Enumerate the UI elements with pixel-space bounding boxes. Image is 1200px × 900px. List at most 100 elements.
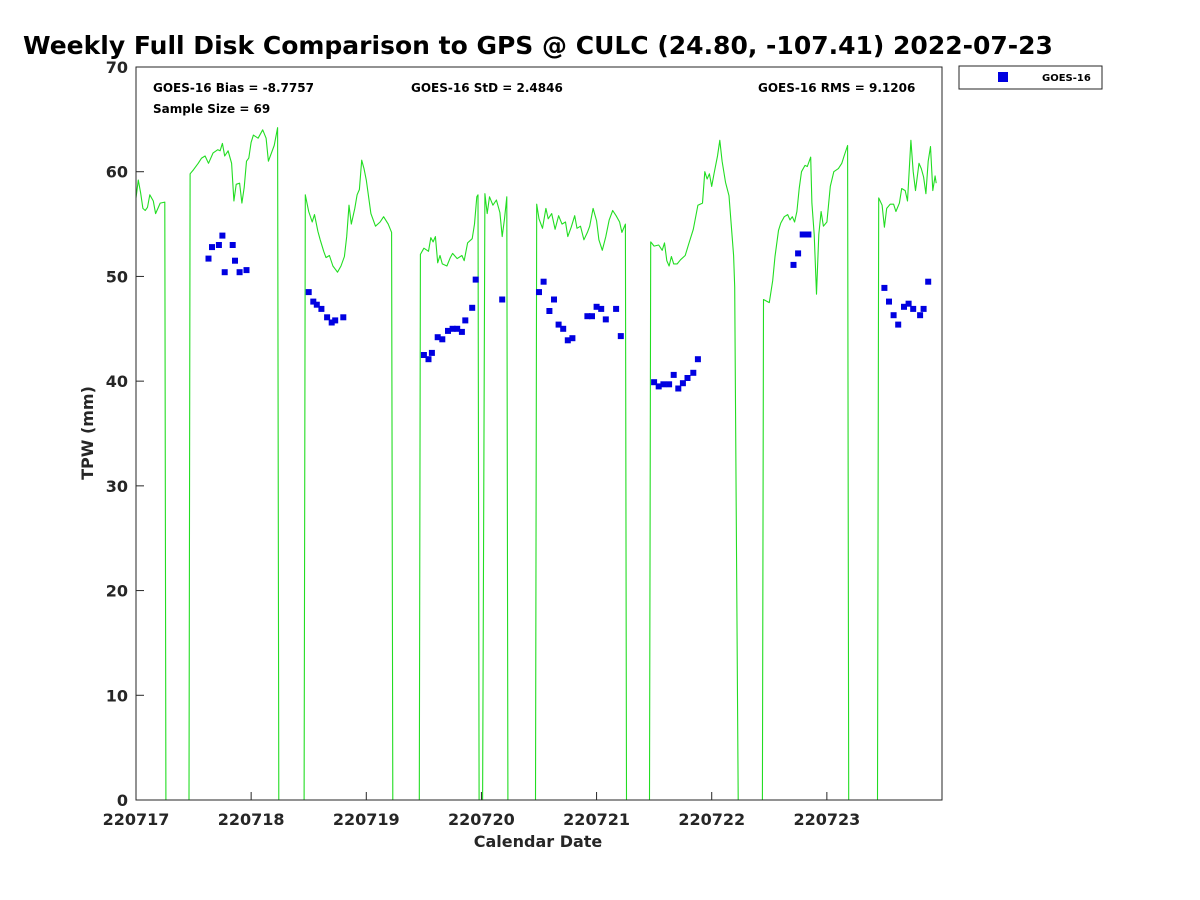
goes16-data-point [458,328,465,335]
x-tick-label: 220723 [793,810,860,829]
sample-size-stat: Sample Size = 69 [153,102,270,116]
gps-line-layer [135,127,937,801]
x-axis-label: Calendar Date [474,832,603,851]
y-axis-label: TPW (mm) [78,386,97,480]
goes16-marker-layer [205,231,932,392]
x-tick-label: 220722 [678,810,745,829]
goes16-data-point [895,321,902,328]
goes16-data-point [540,278,547,285]
goes16-data-point [690,369,697,376]
goes16-data-point [799,231,806,238]
goes16-data-point [675,385,682,392]
chart-title: Weekly Full Disk Comparison to GPS @ CUL… [23,31,1053,60]
goes16-data-point [499,296,506,303]
legend-label-goes16: GOES-16 [1042,73,1091,84]
goes16-data-point [232,257,238,264]
gps-tpw-line [135,127,937,801]
goes16-data-point [651,379,658,386]
goes16-data-point [434,334,441,341]
goes16-data-point [546,308,553,314]
rms-stat: GOES-16 RMS = 9.1206 [758,81,915,95]
goes16-data-point [445,327,451,334]
bias-stat: GOES-16 Bias = -8.7757 [153,81,314,95]
goes16-data-point [221,269,228,276]
y-tick-label: 10 [106,686,128,705]
goes16-data-point [598,305,605,312]
goes16-data-point [901,303,907,310]
goes16-data-point [569,335,576,342]
goes16-data-point [886,298,892,305]
goes16-data-point [462,317,469,324]
goes16-data-point [243,267,250,274]
y-tick-label: 20 [106,582,128,601]
goes16-data-point [425,356,432,363]
goes16-data-point [589,313,595,320]
goes16-data-point [670,371,677,378]
goes16-data-point [324,314,331,321]
goes16-data-point [684,375,691,381]
goes16-data-point [655,383,662,390]
goes16-data-point [469,304,476,311]
goes16-data-point [236,269,243,276]
goes16-data-point [229,242,236,248]
goes16-data-point [795,250,802,257]
goes16-data-point [910,305,917,312]
goes16-data-point [305,289,312,296]
goes16-data-point [472,276,479,283]
goes16-data-point [340,314,347,321]
goes16-data-point [602,316,609,323]
goes16-data-point [890,312,897,319]
goes16-data-point [449,325,456,332]
goes16-data-point [660,381,667,388]
goes16-data-point [555,321,562,328]
y-tick-label: 60 [106,163,128,182]
goes16-data-point [584,313,591,320]
goes16-data-point [666,381,673,388]
x-tick-label: 220718 [218,810,285,829]
goes16-data-point [332,317,339,324]
x-tick-label: 220720 [448,810,515,829]
y-axis: 0 10 20 30 40 50 60 70 [106,58,144,810]
goes16-data-point [313,301,320,308]
goes16-data-point [215,242,222,248]
legend: GOES-16 [958,65,1103,90]
goes16-data-point [328,319,335,326]
goes16-data-point [564,337,571,344]
goes16-data-point [209,244,215,251]
goes16-data-point [310,298,317,305]
goes16-data-point [318,305,325,312]
goes16-data-point [454,325,461,332]
goes16-data-point [920,305,927,312]
goes16-data-point [613,305,620,312]
plot-area [135,66,943,801]
goes16-data-point [679,380,686,387]
goes16-data-point [439,336,446,343]
y-tick-label: 30 [106,477,128,496]
x-tick-label: 220717 [103,810,170,829]
goes16-data-point [905,300,912,307]
y-tick-label: 70 [106,58,128,77]
goes16-data-point [551,296,557,303]
y-tick-label: 50 [106,267,128,286]
goes16-data-point [219,232,226,239]
goes16-data-point [420,352,427,358]
goes16-data-point [917,312,924,319]
goes16-data-point [617,333,624,340]
y-tick-label: 0 [117,791,128,810]
plot-background [136,67,942,800]
std-stat: GOES-16 StD = 2.4846 [411,81,563,95]
goes16-data-point [790,261,797,268]
goes16-data-point [881,284,888,291]
goes16-data-point [805,231,812,238]
goes16-data-point [593,303,600,310]
goes16-data-point [205,255,212,262]
plot-frame [135,66,943,801]
goes16-data-point [536,289,542,296]
x-tick-label: 220721 [563,810,630,829]
goes16-data-point [560,325,567,332]
legend-marker-goes16 [998,72,1008,82]
goes16-data-point [925,278,932,285]
goes16-data-point [694,356,701,363]
legend-box [958,65,1103,90]
